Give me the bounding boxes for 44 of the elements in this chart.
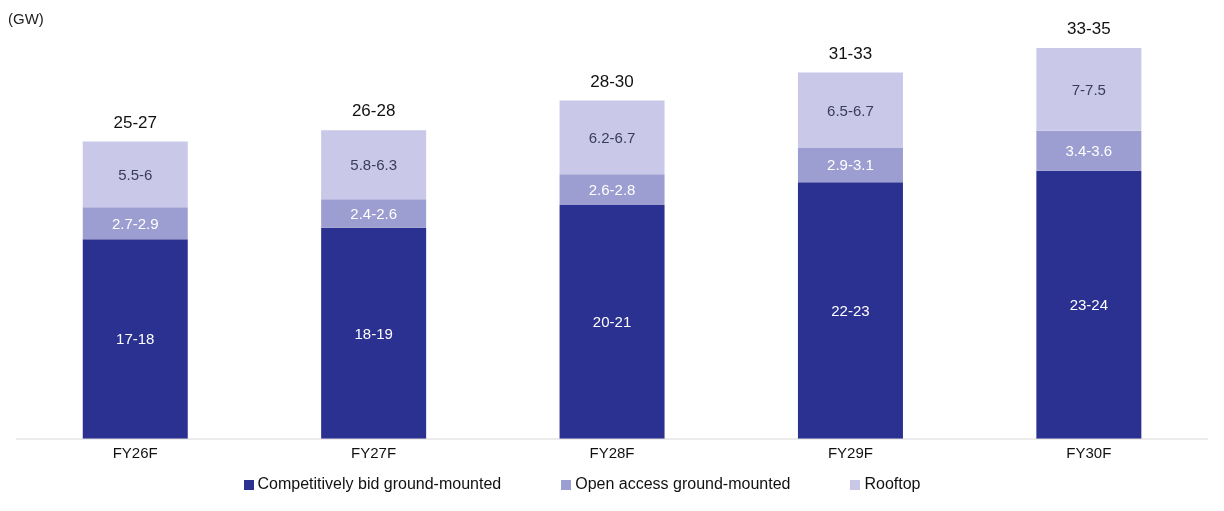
- data-label: 2.9-3.1: [827, 156, 874, 174]
- data-label: 7-7.5: [1071, 80, 1106, 98]
- bar: [797, 72, 903, 148]
- bar: [321, 227, 427, 439]
- total-label: 28-30: [590, 71, 634, 91]
- data-label: 6.2-6.7: [588, 128, 636, 146]
- data-label: 2.7-2.9: [111, 214, 159, 232]
- bar: [1036, 170, 1142, 439]
- total-label: 25-27: [113, 112, 157, 132]
- data-label: 22-23: [831, 301, 870, 319]
- bar: [82, 141, 188, 208]
- total-label: 33-35: [1067, 19, 1111, 38]
- bar: [82, 207, 188, 240]
- data-label: 5.8-6.3: [350, 156, 397, 174]
- data-label: 23-24: [1069, 296, 1109, 314]
- data-label: 2.6-2.8: [588, 180, 636, 198]
- data-label: 20-21: [592, 313, 632, 331]
- total-label: 31-33: [828, 43, 873, 63]
- legend-label: Rooftop: [864, 475, 921, 492]
- bar: [321, 130, 427, 200]
- x-tick-label: FY28F: [589, 443, 635, 461]
- x-tick-label: FY26F: [112, 443, 158, 461]
- data-label: 18-19: [354, 324, 393, 342]
- bar: [82, 239, 188, 439]
- total-label: 26-28: [351, 101, 396, 121]
- bar: [797, 182, 903, 439]
- data-label: 3.4-3.6: [1065, 142, 1113, 160]
- x-tick-label: FY29F: [827, 443, 873, 461]
- data-label: 17-18: [116, 330, 155, 348]
- bar: [321, 199, 427, 228]
- x-tick-label: FY30F: [1066, 443, 1112, 461]
- bar: [797, 147, 903, 183]
- legend-label: Open access ground-mounted: [575, 475, 791, 492]
- bar: [559, 204, 665, 439]
- x-tick-label: FY27F: [351, 443, 397, 461]
- data-label: 5.5-6: [118, 165, 153, 183]
- data-label: 6.5-6.7: [827, 101, 874, 119]
- bar: [1036, 48, 1142, 131]
- legend-label: Competitively bid ground-mounted: [257, 475, 502, 492]
- data-label: 2.4-2.6: [350, 204, 397, 222]
- bar: [1036, 130, 1142, 171]
- bar: [559, 174, 665, 205]
- y-axis-title: (GW): [8, 10, 44, 27]
- bar: [559, 100, 665, 175]
